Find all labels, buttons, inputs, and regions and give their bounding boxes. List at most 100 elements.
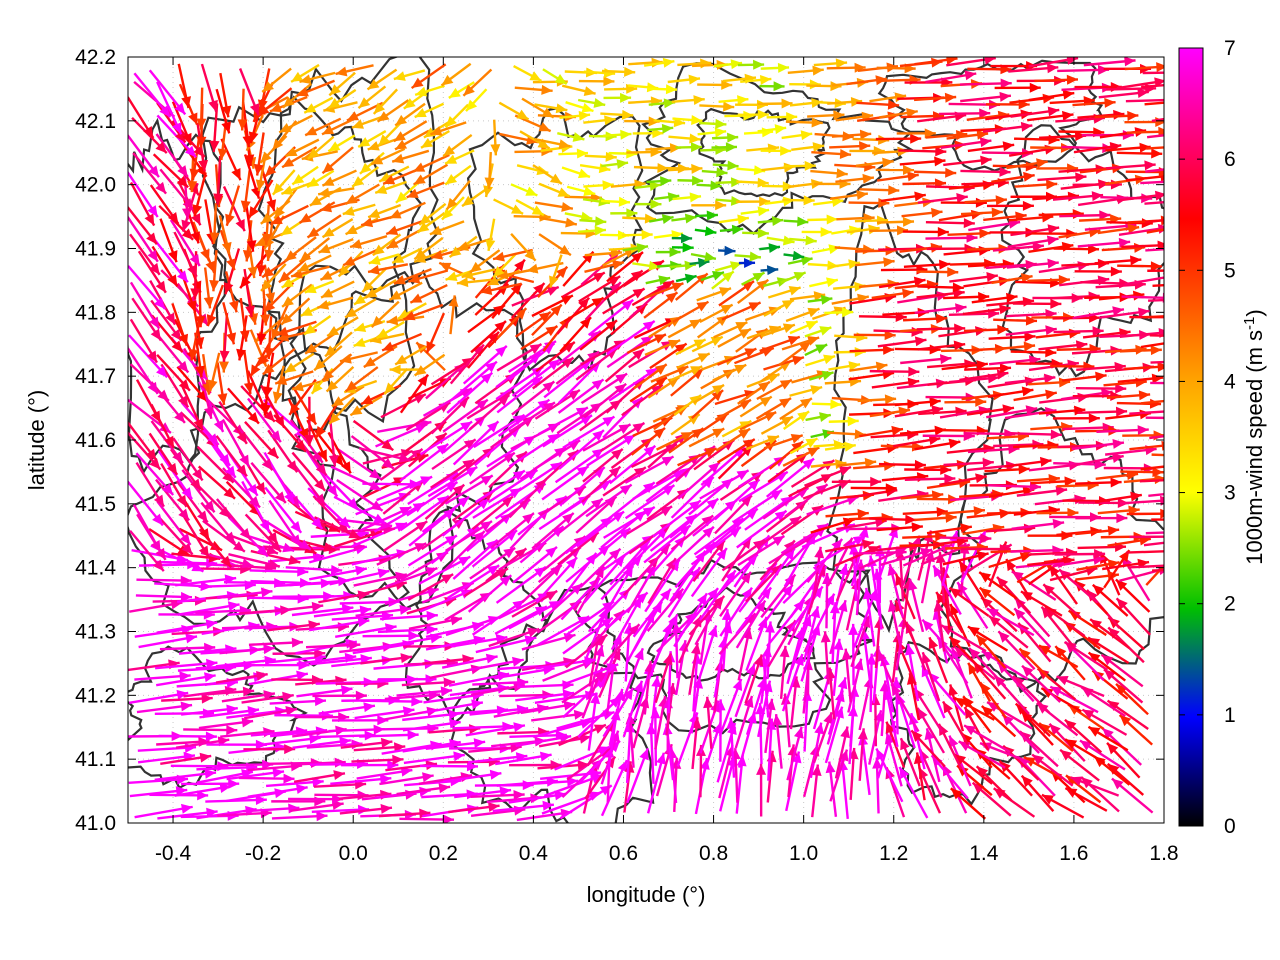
wind-arrow — [937, 723, 963, 770]
wind-arrow — [734, 663, 756, 718]
wind-arrow — [964, 324, 1009, 335]
wind-arrow — [271, 811, 328, 822]
wind-arrow — [653, 192, 680, 203]
wind-arrow — [701, 722, 722, 779]
wind-arrow — [699, 303, 734, 324]
wind-arrow — [1126, 546, 1164, 557]
wind-arrow — [1106, 699, 1149, 730]
wind-arrow — [200, 63, 218, 113]
wind-arrow — [342, 203, 376, 216]
wind-arrow — [847, 658, 864, 713]
wind-arrow — [1115, 682, 1149, 716]
wind-arrow — [672, 300, 710, 323]
wind-arrow — [761, 162, 796, 173]
wind-arrow — [672, 192, 702, 203]
wind-arrow — [894, 344, 941, 355]
wind-arrow — [1125, 171, 1164, 182]
wind-arrow — [129, 181, 156, 227]
contour-line — [889, 641, 1048, 806]
wind-arrow — [207, 352, 221, 392]
wind-arrow — [206, 739, 267, 750]
wind-arrow — [514, 84, 553, 95]
wind-arrow — [265, 777, 324, 788]
y-axis-label: latitude (°) — [24, 390, 49, 491]
wind-arrow — [520, 700, 576, 715]
contour-line — [877, 59, 1104, 172]
wind-arrow — [341, 760, 399, 771]
wind-arrow — [331, 715, 389, 726]
y-tick-label: 42.0 — [75, 174, 116, 197]
wind-arrow — [156, 736, 210, 747]
wind-arrow — [963, 724, 1011, 754]
wind-arrow — [278, 114, 313, 134]
wind-arrow — [838, 759, 849, 819]
wind-arrow — [226, 767, 285, 781]
wind-arrow — [349, 234, 388, 249]
wind-arrow — [562, 271, 606, 298]
wind-arrow — [783, 250, 805, 261]
wind-arrow — [759, 243, 781, 254]
x-tick-label: 0.2 — [429, 842, 458, 865]
wind-arrow — [1121, 292, 1164, 303]
wind-arrow — [899, 425, 947, 436]
wind-arrow — [1048, 723, 1086, 762]
wind-arrow — [701, 355, 737, 371]
wind-arrow — [454, 786, 512, 799]
wind-arrow — [376, 542, 427, 566]
wind-arrow — [498, 101, 530, 121]
wind-arrow — [781, 130, 813, 141]
wind-arrow — [1037, 172, 1087, 183]
wind-arrow — [829, 141, 871, 152]
wind-arrow — [129, 689, 189, 704]
wind-arrow — [344, 183, 380, 206]
wind-arrow — [306, 214, 342, 239]
colorbar-tick-label: 5 — [1224, 259, 1236, 282]
wind-arrow — [317, 187, 355, 198]
wind-arrow — [691, 200, 727, 211]
y-tick-label: 41.6 — [75, 429, 116, 452]
wind-arrow — [1111, 777, 1154, 814]
wind-arrow — [321, 218, 354, 239]
wind-arrow — [1116, 398, 1162, 409]
wind-arrow — [241, 691, 294, 704]
wind-arrow — [834, 244, 875, 255]
wind-arrow — [954, 696, 995, 721]
wind-arrow — [712, 363, 747, 382]
wind-arrow — [671, 213, 697, 224]
wind-arrow — [1106, 762, 1145, 796]
wind-arrow — [960, 91, 1012, 103]
wind-arrow — [359, 729, 419, 740]
wind-arrow — [378, 808, 431, 819]
colorbar-tick-label: 7 — [1224, 37, 1236, 60]
wind-arrow — [534, 201, 574, 212]
wind-arrow — [760, 62, 790, 73]
wind-arrow — [513, 65, 542, 82]
wind-arrow — [280, 181, 313, 195]
wind-arrow — [735, 754, 747, 814]
wind-arrow — [321, 169, 357, 187]
wind-arrow — [316, 296, 354, 310]
wind-arrow — [330, 465, 382, 491]
colorbar-gradient — [1178, 47, 1204, 827]
wind-arrow — [1140, 399, 1164, 405]
wind-arrow — [910, 729, 946, 768]
wind-arrow — [133, 72, 172, 118]
wind-arrow — [340, 737, 393, 749]
wind-arrow — [902, 226, 949, 237]
wind-arrow — [925, 218, 975, 229]
wind-arrow — [1127, 564, 1164, 569]
wind-arrow — [601, 196, 631, 207]
wind-arrow — [240, 170, 251, 213]
wind-arrow — [737, 59, 765, 70]
wind-arrow — [129, 786, 188, 798]
wind-arrow — [914, 303, 967, 315]
wind-arrow — [443, 769, 502, 783]
wind-arrow — [726, 717, 737, 778]
colorbar-label-main: 1000m-wind speed (m s — [1242, 330, 1267, 565]
colorbar-tick-label: 0 — [1224, 815, 1236, 838]
wind-arrow — [649, 675, 662, 734]
wind-arrow — [1044, 606, 1086, 638]
wind-arrow — [296, 79, 335, 97]
wind-arrow — [602, 687, 635, 738]
wind-arrow — [538, 182, 571, 198]
